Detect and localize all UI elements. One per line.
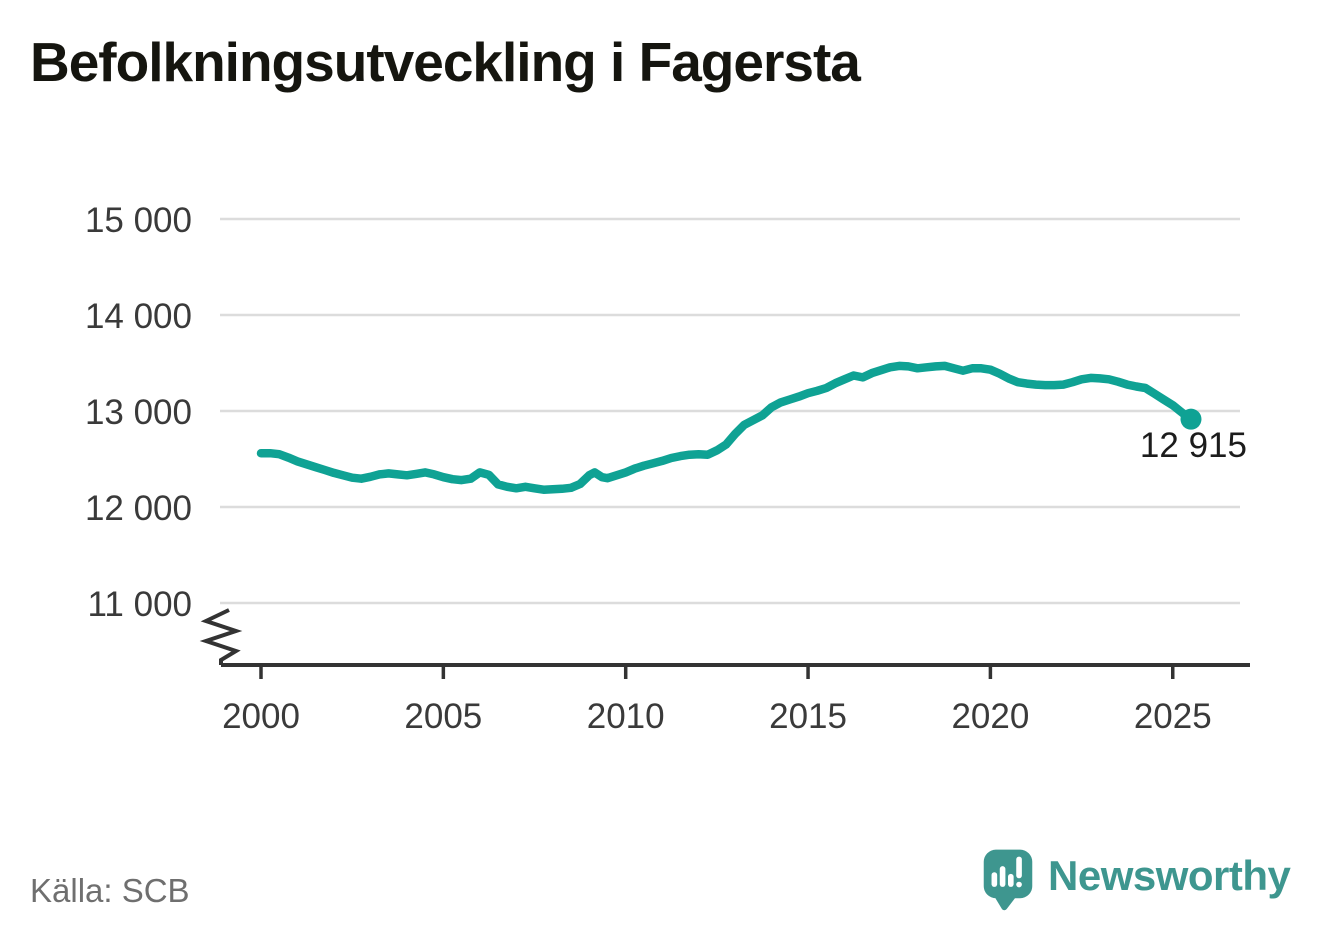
x-tick-label: 2000	[222, 697, 300, 736]
brand-name: Newsworthy	[1048, 852, 1291, 899]
x-tick-label: 2020	[951, 697, 1029, 736]
y-tick-label: 13 000	[85, 393, 192, 432]
y-tick-label: 12 000	[85, 489, 192, 528]
y-tick-label: 15 000	[85, 201, 192, 240]
x-axis-tick-labels: 2000 2005 2010 2015 2020 2025	[222, 697, 1212, 736]
x-tick-label: 2010	[587, 697, 665, 736]
x-tick-label: 2025	[1134, 697, 1212, 736]
latest-value-label: 12 915	[1140, 426, 1247, 465]
latest-value-marker	[1180, 408, 1202, 430]
y-tick-label: 14 000	[85, 297, 192, 336]
newsworthy-logo-icon	[983, 849, 1033, 911]
axis-break-squiggle	[199, 608, 243, 665]
source-note: Källa: SCB	[30, 872, 190, 909]
y-axis-break-icon	[199, 608, 243, 665]
latest-value-annotation: 12 915	[1140, 426, 1247, 465]
page-title: Befolkningsutveckling i Fagersta	[30, 31, 861, 93]
x-tick-label: 2015	[769, 697, 847, 736]
x-tick-label: 2005	[404, 697, 482, 736]
y-tick-label: 11 000	[88, 585, 192, 624]
population-line	[256, 361, 1202, 494]
population-line-path	[256, 361, 1196, 494]
x-axis	[221, 663, 1250, 679]
gridlines	[220, 217, 1240, 605]
y-axis-tick-labels: 15 000 14 000 13 000 12 000 11 000	[85, 201, 192, 624]
brand-logo-lockup: Newsworthy	[982, 843, 1291, 917]
